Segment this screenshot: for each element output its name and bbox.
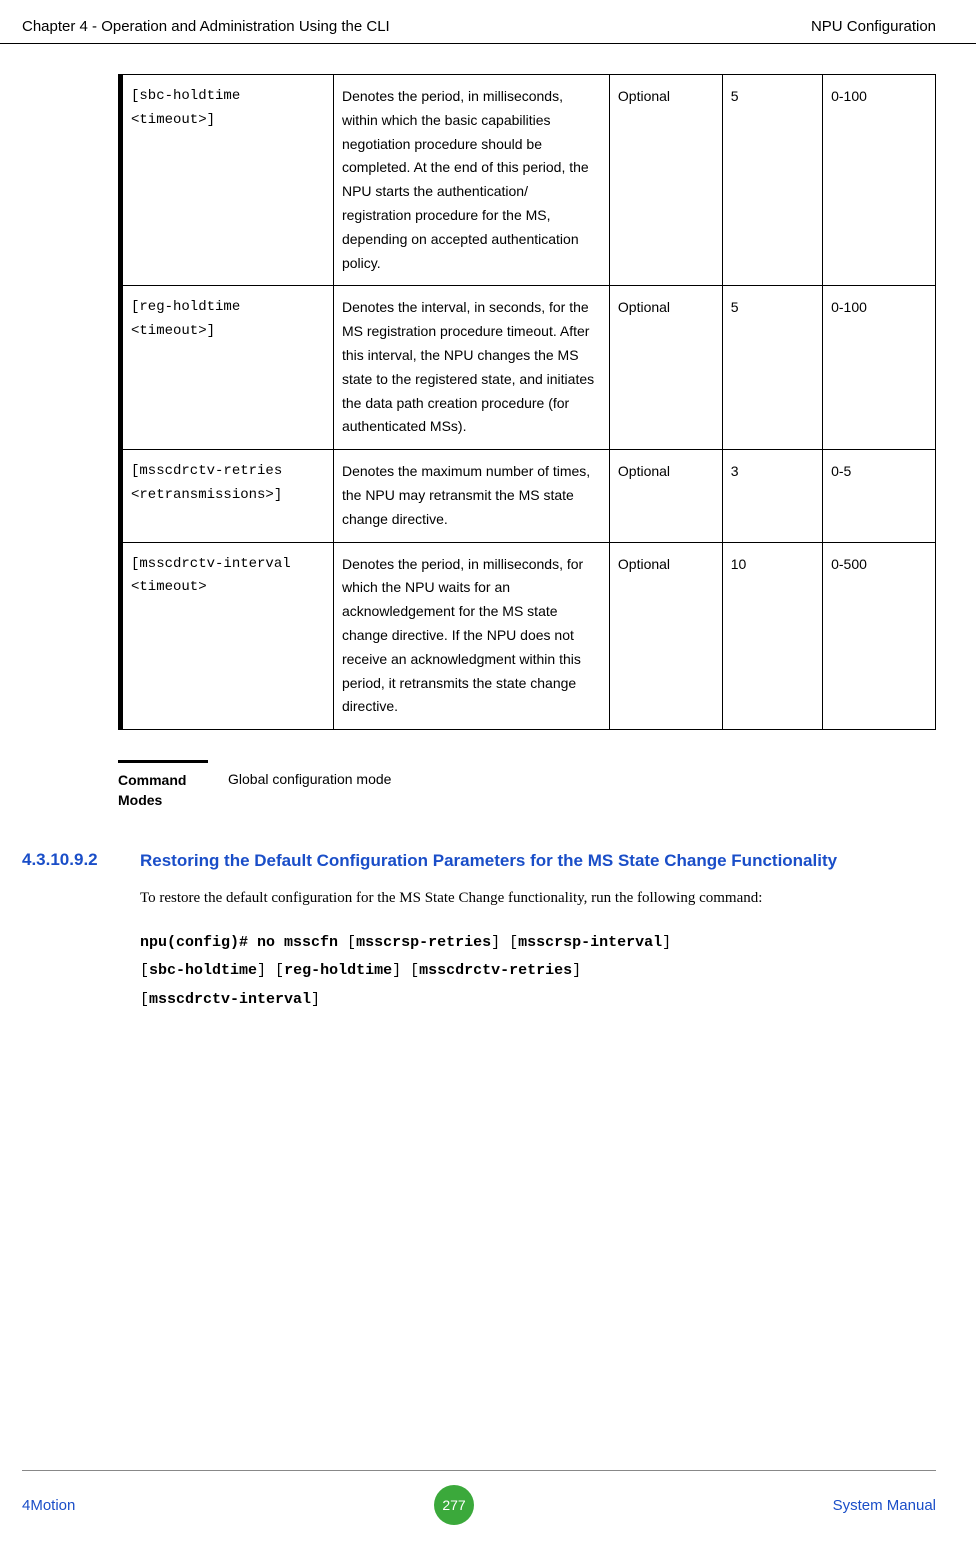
page-footer: 4Motion 277 System Manual — [22, 1470, 936, 1525]
footer-manual: System Manual — [833, 1497, 936, 1514]
command-syntax: npu(config)# no msscfn [msscrsp-retries]… — [140, 929, 936, 1015]
opt-cell: Optional — [609, 286, 722, 450]
table-row: [sbc-holdtime <timeout>] Denotes the per… — [123, 75, 936, 286]
parameter-table: [sbc-holdtime <timeout>] Denotes the per… — [122, 74, 936, 730]
param-cell: [reg-holdtime <timeout>] — [123, 286, 334, 450]
parameter-table-section: [sbc-holdtime <timeout>] Denotes the per… — [118, 74, 936, 730]
default-cell: 3 — [722, 450, 822, 542]
opt-cell: Optional — [609, 542, 722, 730]
desc-cell: Denotes the period, in milliseconds, for… — [333, 542, 609, 730]
cmd-param: msscdrctv-interval — [149, 991, 311, 1008]
cmd-text: [ — [338, 934, 356, 951]
cmd-param: msscrsp-retries — [356, 934, 491, 951]
header-topic: NPU Configuration — [811, 18, 936, 35]
param-cell: [msscdrctv-interval <timeout> — [123, 542, 334, 730]
cmd-text: ] — [662, 934, 671, 951]
cmd-text: ] — [311, 991, 320, 1008]
command-modes-label: Command Modes — [118, 771, 208, 810]
cmd-text: [ — [140, 962, 149, 979]
param-cell: [sbc-holdtime <timeout>] — [123, 75, 334, 286]
section-title: Restoring the Default Configuration Para… — [140, 850, 936, 872]
body-paragraph: To restore the default configuration for… — [140, 884, 936, 913]
range-cell: 0-100 — [823, 75, 936, 286]
cmd-text: [ — [140, 991, 149, 1008]
cmd-text: ] [ — [257, 962, 284, 979]
cmd-param: msscdrctv-retries — [419, 962, 572, 979]
command-modes-label-wrap: Command Modes — [118, 760, 208, 810]
table-row: [msscdrctv-interval <timeout> Denotes th… — [123, 542, 936, 730]
opt-cell: Optional — [609, 75, 722, 286]
footer-product: 4Motion — [22, 1497, 75, 1514]
range-cell: 0-100 — [823, 286, 936, 450]
param-cell: [msscdrctv-retries <retransmissions>] — [123, 450, 334, 542]
table-row: [msscdrctv-retries <retransmissions>] De… — [123, 450, 936, 542]
range-cell: 0-5 — [823, 450, 936, 542]
default-cell: 5 — [722, 75, 822, 286]
cmd-text: ] [ — [392, 962, 419, 979]
page-header: Chapter 4 - Operation and Administration… — [0, 0, 976, 44]
cmd-text: ] — [572, 962, 581, 979]
cmd-prefix: npu(config)# no msscfn — [140, 934, 338, 951]
opt-cell: Optional — [609, 450, 722, 542]
cmd-text: ] [ — [491, 934, 518, 951]
command-modes-value: Global configuration mode — [208, 760, 391, 810]
header-chapter: Chapter 4 - Operation and Administration… — [22, 18, 390, 35]
section-number: 4.3.10.9.2 — [22, 850, 140, 872]
cmd-param: reg-holdtime — [284, 962, 392, 979]
cmd-param: msscrsp-interval — [518, 934, 662, 951]
command-modes-section: Command Modes Global configuration mode — [118, 760, 936, 810]
default-cell: 5 — [722, 286, 822, 450]
desc-cell: Denotes the maximum number of times, the… — [333, 450, 609, 542]
desc-cell: Denotes the interval, in seconds, for th… — [333, 286, 609, 450]
section-heading: 4.3.10.9.2 Restoring the Default Configu… — [22, 850, 936, 872]
page-number-badge: 277 — [434, 1485, 474, 1525]
default-cell: 10 — [722, 542, 822, 730]
table-row: [reg-holdtime <timeout>] Denotes the int… — [123, 286, 936, 450]
range-cell: 0-500 — [823, 542, 936, 730]
page-content: [sbc-holdtime <timeout>] Denotes the per… — [0, 44, 976, 1014]
cmd-param: sbc-holdtime — [149, 962, 257, 979]
desc-cell: Denotes the period, in milliseconds, wit… — [333, 75, 609, 286]
